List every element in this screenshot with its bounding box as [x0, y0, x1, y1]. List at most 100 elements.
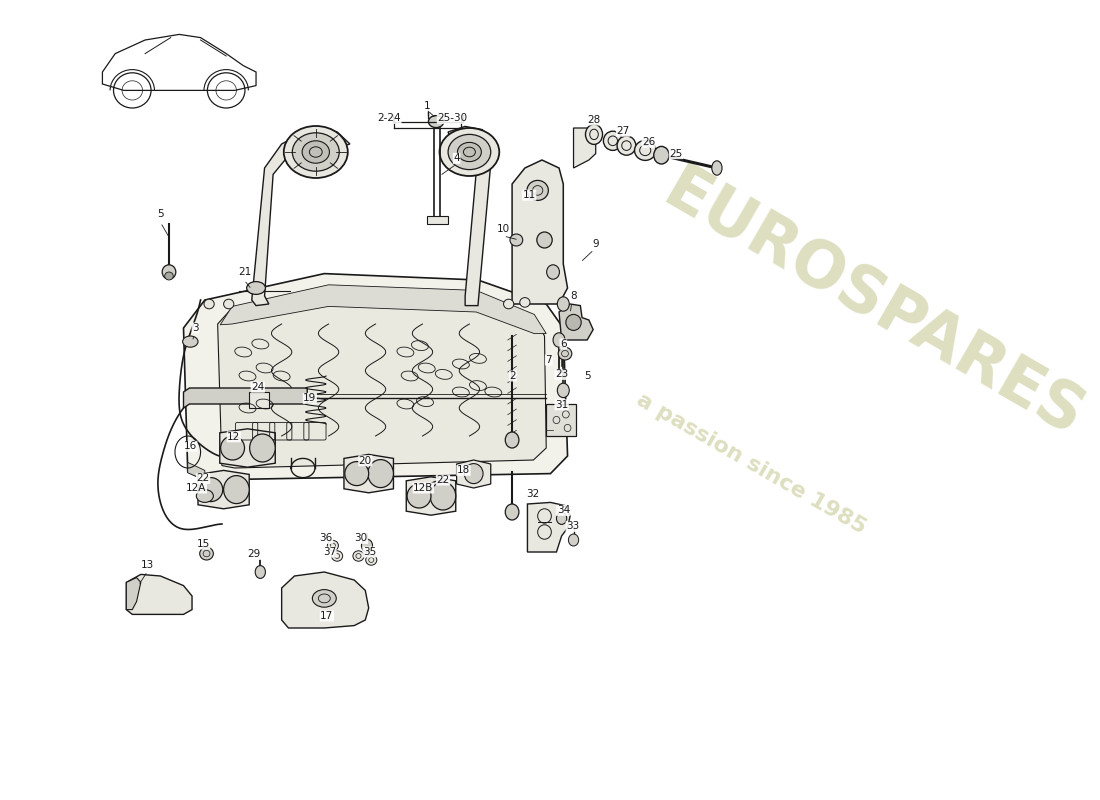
- Text: 13: 13: [141, 560, 154, 570]
- Ellipse shape: [255, 566, 265, 578]
- Polygon shape: [220, 285, 547, 334]
- Ellipse shape: [505, 432, 519, 448]
- Ellipse shape: [344, 462, 369, 486]
- Text: 25-30: 25-30: [438, 114, 468, 123]
- Ellipse shape: [464, 464, 483, 483]
- Polygon shape: [406, 477, 455, 515]
- Text: 5: 5: [584, 371, 591, 381]
- Text: 4: 4: [453, 154, 460, 163]
- Text: 16: 16: [184, 442, 197, 451]
- Ellipse shape: [537, 232, 552, 248]
- Ellipse shape: [223, 475, 250, 504]
- Text: 1: 1: [425, 101, 431, 110]
- Text: 2-24: 2-24: [377, 114, 402, 123]
- Text: 3: 3: [192, 323, 199, 333]
- Polygon shape: [282, 572, 369, 628]
- Ellipse shape: [353, 550, 364, 562]
- Ellipse shape: [558, 347, 572, 360]
- Polygon shape: [559, 304, 593, 340]
- Text: 12A: 12A: [186, 483, 207, 493]
- Text: 20: 20: [359, 456, 372, 466]
- Ellipse shape: [565, 314, 581, 330]
- Text: 8: 8: [570, 291, 576, 301]
- Text: 2: 2: [509, 371, 516, 381]
- Text: 21: 21: [239, 267, 252, 277]
- Text: 31: 31: [556, 400, 569, 410]
- Polygon shape: [527, 502, 570, 552]
- Ellipse shape: [367, 459, 394, 488]
- Text: 25: 25: [669, 149, 683, 158]
- Polygon shape: [344, 454, 394, 493]
- Ellipse shape: [653, 146, 669, 164]
- Polygon shape: [198, 470, 250, 509]
- Ellipse shape: [165, 272, 174, 280]
- Ellipse shape: [183, 336, 198, 347]
- Ellipse shape: [250, 396, 265, 408]
- Polygon shape: [188, 462, 205, 480]
- Text: 18: 18: [456, 466, 470, 475]
- Ellipse shape: [604, 131, 623, 150]
- Ellipse shape: [250, 434, 275, 462]
- Text: 23: 23: [556, 370, 569, 379]
- Ellipse shape: [553, 333, 565, 347]
- Ellipse shape: [585, 124, 603, 144]
- Text: 15: 15: [197, 539, 210, 549]
- Polygon shape: [184, 274, 568, 480]
- Polygon shape: [448, 126, 495, 306]
- Ellipse shape: [440, 128, 499, 176]
- Ellipse shape: [557, 513, 566, 525]
- Text: 37: 37: [322, 547, 337, 557]
- Polygon shape: [126, 574, 192, 614]
- Text: 28: 28: [587, 115, 601, 125]
- Text: a passion since 1985: a passion since 1985: [632, 390, 869, 538]
- Text: 35: 35: [363, 547, 376, 557]
- Ellipse shape: [223, 299, 234, 309]
- Polygon shape: [456, 460, 491, 488]
- Polygon shape: [218, 286, 547, 468]
- Ellipse shape: [558, 297, 570, 311]
- Ellipse shape: [162, 265, 176, 279]
- Ellipse shape: [199, 478, 223, 502]
- Polygon shape: [573, 128, 596, 168]
- Text: 17: 17: [320, 611, 333, 621]
- Text: 27: 27: [616, 126, 629, 136]
- Ellipse shape: [331, 550, 343, 562]
- Ellipse shape: [430, 482, 455, 510]
- Ellipse shape: [510, 234, 522, 246]
- Ellipse shape: [558, 383, 570, 398]
- Ellipse shape: [520, 298, 530, 307]
- Polygon shape: [513, 160, 568, 304]
- Ellipse shape: [200, 547, 213, 560]
- Text: 19: 19: [304, 394, 317, 403]
- Polygon shape: [126, 578, 141, 610]
- Ellipse shape: [302, 141, 329, 163]
- Text: 5: 5: [157, 210, 164, 219]
- Text: 30: 30: [354, 534, 367, 543]
- Polygon shape: [427, 216, 448, 224]
- Text: 22: 22: [437, 475, 450, 485]
- Ellipse shape: [635, 141, 656, 160]
- Polygon shape: [252, 128, 350, 306]
- Text: 12B: 12B: [414, 483, 433, 493]
- Text: 29: 29: [248, 550, 261, 559]
- Ellipse shape: [547, 265, 560, 279]
- Text: 12: 12: [228, 432, 241, 442]
- Text: 24: 24: [251, 382, 264, 392]
- Ellipse shape: [328, 541, 339, 550]
- Ellipse shape: [448, 134, 491, 170]
- Ellipse shape: [246, 282, 265, 294]
- Polygon shape: [547, 404, 576, 436]
- Text: 11: 11: [522, 190, 536, 200]
- Ellipse shape: [527, 180, 549, 200]
- Ellipse shape: [284, 126, 348, 178]
- Polygon shape: [184, 388, 307, 408]
- Ellipse shape: [617, 136, 636, 155]
- Ellipse shape: [312, 590, 337, 607]
- Polygon shape: [250, 392, 268, 408]
- Text: 6: 6: [560, 339, 566, 349]
- Text: 22: 22: [197, 474, 210, 483]
- Ellipse shape: [458, 142, 482, 162]
- Text: 32: 32: [526, 490, 539, 499]
- Polygon shape: [220, 429, 275, 467]
- Text: 10: 10: [497, 224, 510, 234]
